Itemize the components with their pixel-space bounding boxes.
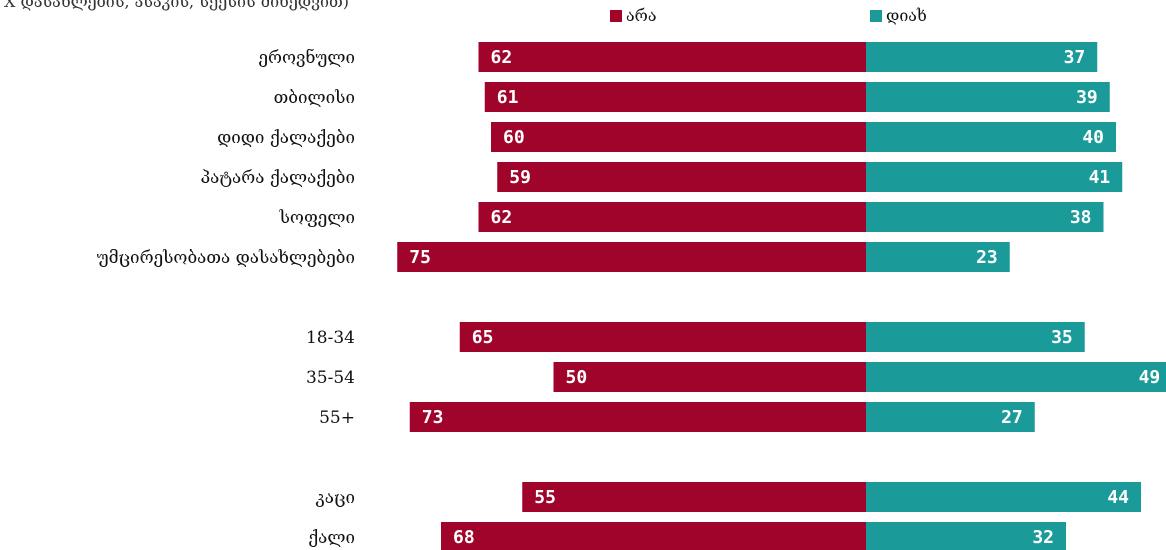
bar-no <box>522 482 866 512</box>
legend-label-no: არა <box>626 6 657 25</box>
category-label: უმცირესობათა დასახლებები <box>97 248 355 268</box>
data-label-no: 50 <box>566 367 588 388</box>
data-label-yes: 49 <box>1139 367 1161 388</box>
legend-label-yes: დიახ <box>886 6 927 25</box>
category-label: ეროვნული <box>258 48 355 68</box>
bar-no <box>497 162 866 192</box>
data-label-no: 75 <box>409 247 431 268</box>
legend-item-no: არა <box>610 6 656 25</box>
data-label-yes: 35 <box>1051 327 1073 348</box>
bar-yes <box>866 162 1123 192</box>
bar-no <box>478 42 866 72</box>
data-label-yes: 41 <box>1089 167 1111 188</box>
category-label: 35-54 <box>306 368 355 388</box>
data-label-yes: 23 <box>976 247 998 268</box>
legend-swatch-no <box>610 9 622 22</box>
bar-no <box>478 202 866 232</box>
data-label-yes: 27 <box>1001 407 1023 428</box>
data-label-yes: 44 <box>1107 487 1129 508</box>
bar-no <box>484 82 866 112</box>
data-label-yes: 37 <box>1064 47 1086 68</box>
data-label-no: 59 <box>509 167 531 188</box>
data-label-yes: 39 <box>1076 87 1098 108</box>
category-label: პატარა ქალაქები <box>200 168 355 188</box>
bar-yes <box>866 42 1098 72</box>
data-label-yes: 38 <box>1070 207 1092 228</box>
category-label: 18-34 <box>306 328 355 348</box>
bar-yes <box>866 322 1085 352</box>
bar-yes <box>866 242 1010 272</box>
data-label-yes: 40 <box>1082 127 1104 148</box>
category-label: კაცი <box>316 488 355 508</box>
legend-swatch-yes <box>870 9 882 22</box>
data-label-no: 68 <box>453 527 475 548</box>
bar-no <box>397 242 866 272</box>
data-label-no: 62 <box>491 207 513 228</box>
bar-yes <box>866 402 1035 432</box>
category-label: თბილისი <box>274 88 355 108</box>
bar-yes <box>866 522 1066 550</box>
bar-no <box>491 122 866 152</box>
bar-yes <box>866 122 1116 152</box>
bar-yes <box>866 482 1141 512</box>
data-label-yes: 32 <box>1032 527 1054 548</box>
bar-no <box>409 402 866 432</box>
data-label-no: 61 <box>497 87 519 108</box>
category-label: დიდი ქალაქები <box>217 128 355 148</box>
category-label: 55+ <box>319 408 355 428</box>
category-label: სოფელი <box>279 208 355 228</box>
bar-no <box>553 362 866 392</box>
chart-subtitle: X დასახლების, ასაკის, სქესის მიხედვით) <box>4 0 350 11</box>
legend-item-yes: დიახ <box>870 6 927 25</box>
bar-no <box>459 322 866 352</box>
data-label-no: 65 <box>472 327 494 348</box>
category-label: ქალი <box>308 528 355 548</box>
data-label-no: 73 <box>422 407 444 428</box>
bar-yes <box>866 82 1110 112</box>
bar-yes <box>866 362 1166 392</box>
data-label-no: 55 <box>534 487 556 508</box>
data-label-no: 60 <box>503 127 525 148</box>
bar-no <box>441 522 866 550</box>
data-label-no: 62 <box>491 47 513 68</box>
bar-yes <box>866 202 1104 232</box>
